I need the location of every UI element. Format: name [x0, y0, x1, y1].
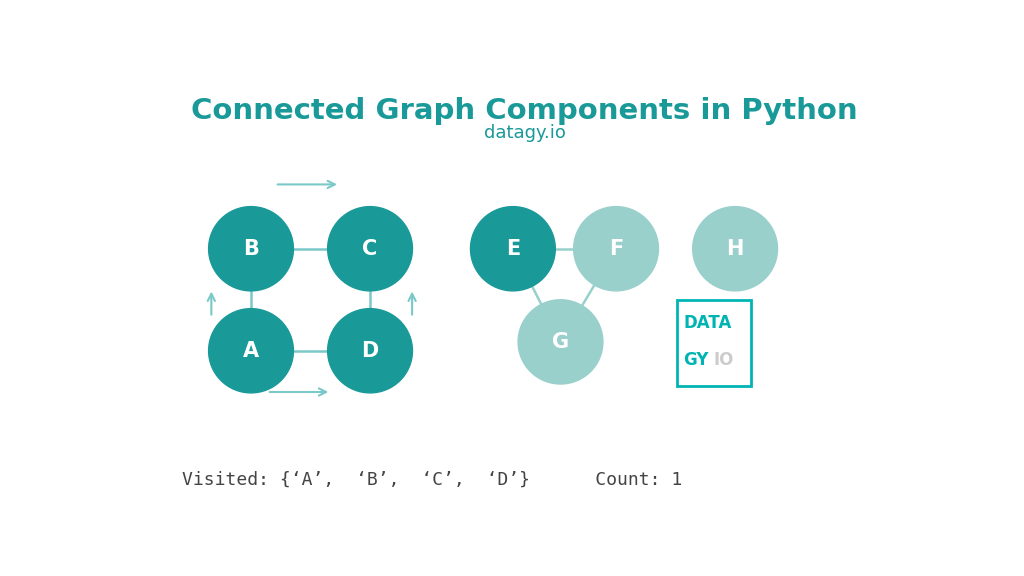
Text: H: H [726, 238, 743, 259]
Text: GY: GY [684, 351, 709, 369]
Text: A: A [243, 341, 259, 361]
Ellipse shape [209, 309, 294, 393]
Text: G: G [552, 332, 569, 352]
Ellipse shape [470, 207, 555, 291]
Text: datagy.io: datagy.io [484, 124, 565, 142]
Ellipse shape [328, 207, 413, 291]
Text: F: F [609, 238, 624, 259]
Text: Visited: {‘A’,  ‘B’,  ‘C’,  ‘D’}      Count: 1: Visited: {‘A’, ‘B’, ‘C’, ‘D’} Count: 1 [182, 471, 682, 488]
Text: C: C [362, 238, 378, 259]
Bar [677, 300, 751, 386]
Text: Connected Graph Components in Python: Connected Graph Components in Python [191, 97, 858, 125]
Text: D: D [361, 341, 379, 361]
Text: E: E [506, 238, 520, 259]
Ellipse shape [518, 300, 603, 384]
Ellipse shape [692, 207, 777, 291]
Text: IO: IO [714, 351, 734, 369]
Ellipse shape [328, 309, 413, 393]
Ellipse shape [573, 207, 658, 291]
Text: DATA: DATA [684, 314, 732, 332]
Text: B: B [243, 238, 259, 259]
Ellipse shape [209, 207, 294, 291]
